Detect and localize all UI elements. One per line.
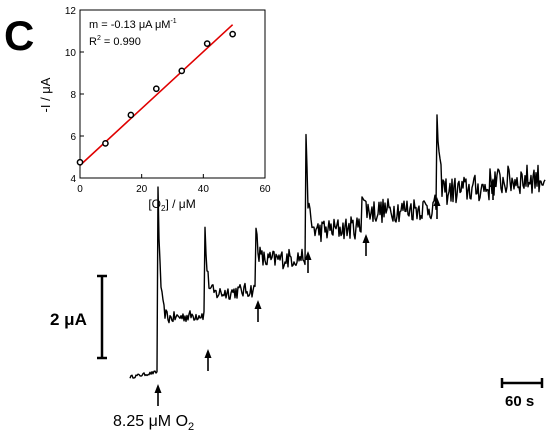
inset-y-tick-label: 4	[70, 174, 76, 185]
xlabel-main: [O	[148, 197, 161, 211]
inset-x-tick-label: 0	[77, 184, 83, 195]
addition-arrow-head	[362, 234, 370, 243]
amperometric-trace	[129, 114, 546, 379]
inset-x-tick-label: 40	[198, 184, 210, 195]
inset-data-point	[178, 67, 186, 75]
current-scale-label: 2 μA	[50, 310, 87, 329]
inset-data-point	[203, 40, 211, 47]
current-trace-line	[129, 114, 546, 379]
inset-y-axis-label: -I / μA	[38, 77, 53, 112]
inset-y-tick-label: 6	[70, 132, 76, 143]
addition-arrows	[154, 178, 497, 406]
addition-label-subscript: 2	[188, 421, 194, 433]
addition-arrow-head	[154, 384, 162, 393]
inset-r2-annotation: R2 = 0.990	[89, 35, 141, 48]
xlabel-tail: ] / μM	[165, 197, 195, 211]
inset-y-tick-label: 8	[70, 90, 76, 101]
addition-label: 8.25 μM O2	[113, 413, 194, 433]
inset-x-tick-label: 60	[259, 184, 271, 195]
inset-y-tick-label: 12	[65, 6, 77, 17]
time-scale-bar	[500, 378, 544, 388]
xlabel-subscript: 2	[161, 204, 166, 213]
addition-arrow-head	[489, 178, 497, 187]
inset-data-point	[152, 85, 160, 93]
r2-tail: = 0.990	[101, 36, 141, 48]
inset-data-point	[102, 140, 109, 147]
addition-label-main: 8.25 μM O	[113, 413, 188, 430]
r2-text: R	[89, 36, 97, 48]
addition-arrow-head	[304, 251, 312, 260]
inset-slope-annotation: m = -0.13 μA μM-1	[89, 18, 177, 31]
inset-x-tick-label: 20	[136, 184, 148, 195]
inset-y-tick-label: 10	[65, 48, 77, 59]
slope-text: m = -0.13 μA μM	[89, 19, 170, 31]
inset-data-points	[76, 30, 236, 166]
addition-arrow-head	[204, 349, 212, 358]
inset-data-point	[127, 111, 135, 119]
inset-data-point	[229, 30, 236, 38]
inset-x-ticks: 0 20 40 60	[77, 174, 271, 195]
addition-arrow-head	[433, 197, 441, 206]
addition-arrow-head	[254, 300, 262, 309]
inset-y-ticks: 4 6 8 10 12	[65, 6, 84, 185]
panel-label: C	[4, 12, 34, 59]
current-scale-bar	[97, 274, 107, 360]
inset-x-axis-label: [O2] / μM	[148, 197, 195, 213]
slope-superscript: -1	[170, 18, 176, 25]
inset-data-point	[76, 158, 84, 166]
r2-superscript: 2	[97, 35, 101, 42]
time-scale-label: 60 s	[505, 393, 534, 410]
